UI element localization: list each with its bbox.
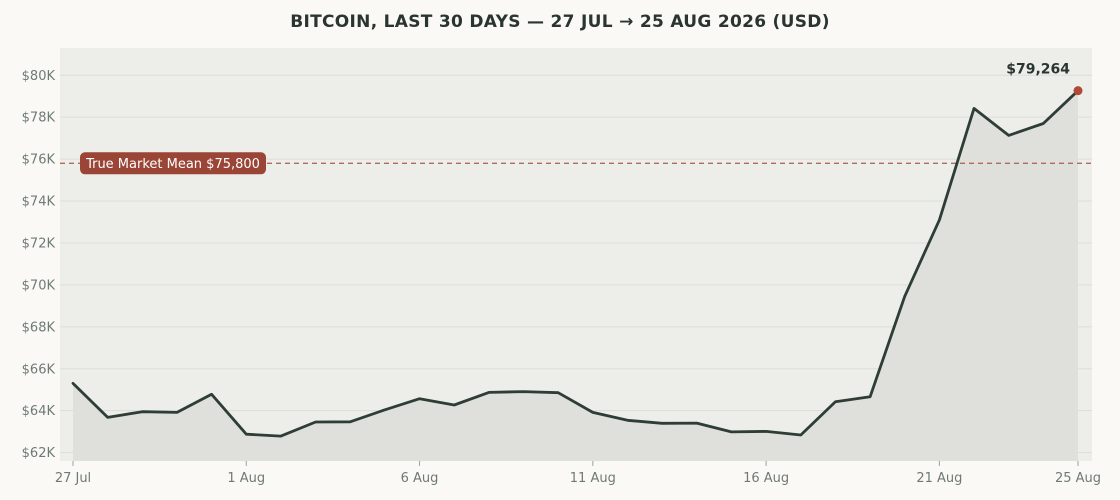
- x-tick-label: 25 Aug: [1055, 471, 1101, 486]
- last-point-marker: [1073, 86, 1083, 96]
- data-point: [313, 419, 319, 425]
- data-point: [659, 420, 665, 426]
- y-tick-label: $62K: [22, 446, 56, 461]
- data-point: [867, 394, 873, 400]
- last-value-label: $79,264: [1006, 62, 1070, 78]
- data-point: [486, 389, 492, 395]
- data-point: [624, 417, 630, 423]
- data-point: [382, 407, 388, 413]
- y-tick-label: $74K: [22, 195, 56, 210]
- y-tick-label: $80K: [22, 69, 56, 84]
- chart-title: BITCOIN, LAST 30 DAYS — 27 JUL → 25 AUG …: [290, 12, 830, 32]
- data-point: [555, 390, 561, 396]
- mean-badge: [80, 152, 266, 175]
- data-point: [105, 414, 111, 420]
- data-point: [417, 396, 423, 402]
- data-point: [763, 428, 769, 434]
- series-layer: [70, 86, 1083, 439]
- x-tick-label: 1 Aug: [227, 471, 265, 486]
- y-tick-label: $76K: [22, 153, 56, 168]
- data-point: [832, 399, 838, 405]
- x-tick-label: 16 Aug: [743, 471, 789, 486]
- data-point: [278, 433, 284, 439]
- y-tick-label: $66K: [22, 362, 56, 377]
- x-tick-label: 21 Aug: [916, 471, 962, 486]
- data-point: [590, 409, 596, 415]
- mean-label: True Market Mean $75,800: [85, 157, 260, 172]
- data-point: [728, 429, 734, 435]
- data-point: [521, 389, 527, 395]
- x-axis: 27 Jul 1 Aug 6 Aug 11 Aug 16 Aug 21 Aug 25 Aug: [55, 461, 1101, 486]
- x-tick-label: 6 Aug: [401, 471, 439, 486]
- area-layer: [73, 90, 1078, 461]
- data-point: [971, 105, 977, 111]
- series-line: [71, 89, 1080, 438]
- data-point: [902, 293, 908, 299]
- y-tick-label: $64K: [22, 404, 56, 419]
- reference-line-layer: True Market Mean $75,800: [60, 152, 1092, 175]
- data-point: [174, 409, 180, 415]
- y-tick-label: $70K: [22, 278, 56, 293]
- data-point: [139, 409, 145, 415]
- data-point: [209, 391, 215, 397]
- data-point: [798, 432, 804, 438]
- x-tick-label: 11 Aug: [570, 471, 616, 486]
- data-point: [451, 402, 457, 408]
- area-fill: [73, 90, 1078, 461]
- y-axis: $62K $64K $66K $68K $70K $72K $74K $76K $78K $80K: [22, 69, 56, 461]
- data-point: [347, 419, 353, 425]
- data-point: [243, 431, 249, 437]
- data-point: [1040, 120, 1046, 126]
- y-tick-label: $68K: [22, 320, 56, 335]
- y-tick-label: $78K: [22, 111, 56, 126]
- data-point: [1006, 132, 1012, 138]
- annotation-layer: $79,264: [1006, 62, 1070, 78]
- data-point: [694, 420, 700, 426]
- data-point: [936, 217, 942, 223]
- y-tick-label: $72K: [22, 236, 56, 251]
- x-tick-label: 27 Jul: [55, 471, 91, 486]
- data-point: [70, 380, 76, 386]
